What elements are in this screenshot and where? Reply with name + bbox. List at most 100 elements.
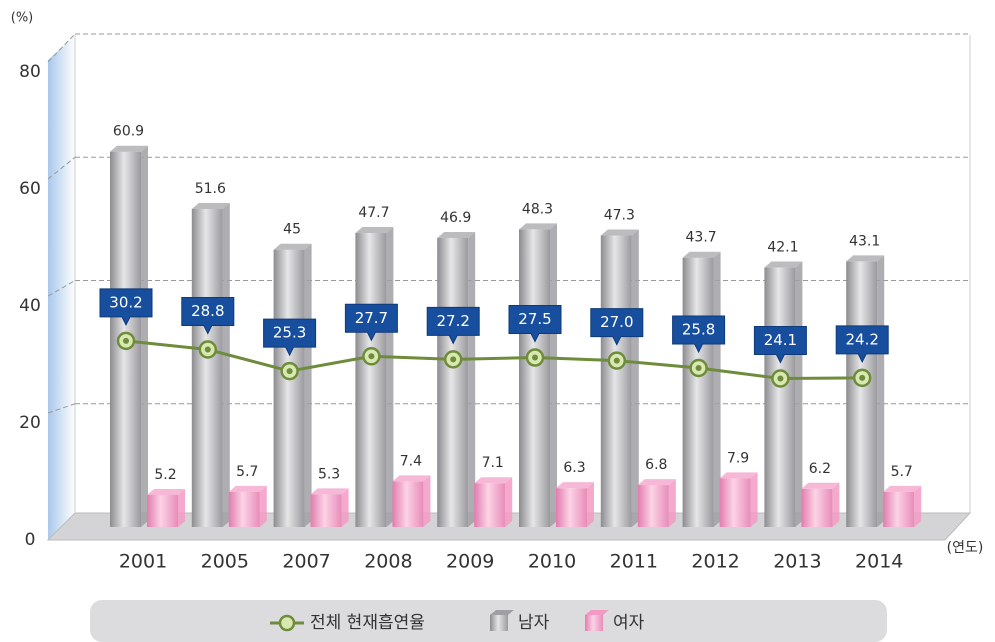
- value-label: 7.9: [727, 450, 749, 466]
- callout: [753, 325, 807, 364]
- line-marker-dot: [368, 353, 375, 360]
- legend-swatch: [585, 615, 603, 631]
- bar-side: [304, 243, 312, 527]
- callout-label: 24.2: [845, 330, 878, 348]
- callout-label: 25.8: [682, 321, 715, 339]
- line-marker-dot: [859, 374, 866, 381]
- value-label: 5.7: [236, 464, 258, 480]
- value-label: 48.3: [522, 201, 553, 217]
- bar: [801, 488, 833, 527]
- bar-side: [259, 485, 267, 527]
- bar: [637, 485, 669, 527]
- left-wall: [48, 35, 75, 540]
- legend-label: 여자: [613, 613, 645, 633]
- bar-top: [228, 485, 267, 492]
- bar: [310, 494, 342, 527]
- line-marker-dot: [286, 368, 293, 375]
- bar-top: [637, 479, 676, 486]
- value-label: 47.7: [358, 205, 389, 221]
- bar-side: [668, 479, 676, 527]
- line-marker-dot: [204, 346, 211, 353]
- bar: [437, 237, 469, 527]
- x-tick-label: 2011: [610, 551, 658, 573]
- x-tick-label: 2009: [446, 551, 494, 573]
- bar-side: [795, 261, 803, 527]
- grid-line: [47, 280, 76, 297]
- callout-label: 30.2: [109, 293, 142, 311]
- x-tick-label: 2008: [364, 551, 412, 573]
- value-label: 5.3: [318, 466, 340, 482]
- line: [125, 339, 863, 380]
- bar-top: [110, 145, 148, 152]
- bar-side: [832, 482, 840, 527]
- bar: [846, 261, 878, 527]
- callout-label: 27.2: [436, 312, 469, 330]
- bar-side: [877, 255, 885, 528]
- bar-side: [222, 203, 230, 527]
- x-tick-label: 2010: [528, 551, 576, 573]
- bar: [147, 494, 178, 527]
- callout: [590, 308, 644, 346]
- callout: [99, 288, 153, 327]
- y-axis-label: (%): [11, 11, 34, 26]
- value-label: 42.1: [767, 240, 798, 256]
- grid-line: [47, 156, 76, 180]
- bar: [556, 488, 587, 527]
- bar-side: [587, 482, 594, 527]
- value-label: 43.7: [686, 230, 717, 246]
- bar-top: [355, 227, 394, 234]
- bar: [719, 478, 751, 527]
- legend-marker: [278, 614, 296, 632]
- bar-side: [914, 485, 922, 527]
- bar-top: [392, 475, 431, 482]
- callout-label: 25.3: [273, 324, 306, 342]
- bar-top: [474, 477, 513, 484]
- bar-top: [682, 251, 721, 258]
- callout-label: 24.1: [764, 331, 797, 349]
- callout: [672, 315, 726, 354]
- value-label: 51.6: [195, 181, 226, 197]
- x-axis-label: (연도): [947, 540, 984, 556]
- bar: [355, 233, 387, 527]
- legend-label: 남자: [518, 613, 550, 633]
- bar-side: [341, 488, 349, 527]
- value-label: 47.3: [604, 208, 635, 224]
- value-label: 7.4: [400, 453, 422, 469]
- legend: [90, 600, 887, 642]
- bar-top: [801, 482, 840, 489]
- value-label: 43.1: [849, 233, 880, 249]
- bar-top: [310, 488, 349, 495]
- bar-top: [846, 255, 885, 262]
- legend-label: 전체 현재흡연율: [310, 613, 425, 633]
- bar-top: [883, 485, 922, 492]
- value-label: 6.3: [563, 460, 585, 476]
- line-marker-dot: [777, 375, 784, 382]
- callout-label: 27.0: [600, 313, 633, 331]
- bar: [228, 491, 260, 527]
- line-marker-dot: [695, 365, 702, 372]
- callout: [835, 325, 889, 363]
- value-label: 46.9: [440, 210, 471, 226]
- bar-top: [764, 261, 803, 268]
- bar-side: [550, 223, 557, 527]
- bar-side: [386, 227, 394, 527]
- callout: [344, 303, 398, 342]
- bar: [191, 209, 223, 527]
- bar: [682, 257, 714, 527]
- bar-side: [468, 231, 476, 527]
- callout: [181, 297, 235, 335]
- x-tick-label: 2001: [119, 551, 167, 573]
- legend-swatch-top: [585, 610, 609, 615]
- value-label: 45: [283, 222, 301, 238]
- grid-line: [47, 33, 76, 63]
- bar: [474, 483, 506, 527]
- x-tick-label: 2007: [282, 551, 330, 573]
- bar-top: [437, 231, 476, 238]
- callout: [508, 305, 562, 343]
- bar-top: [556, 482, 594, 489]
- bar-side: [750, 472, 758, 527]
- bar-top: [191, 203, 230, 210]
- callout: [263, 318, 317, 357]
- bar: [764, 267, 796, 527]
